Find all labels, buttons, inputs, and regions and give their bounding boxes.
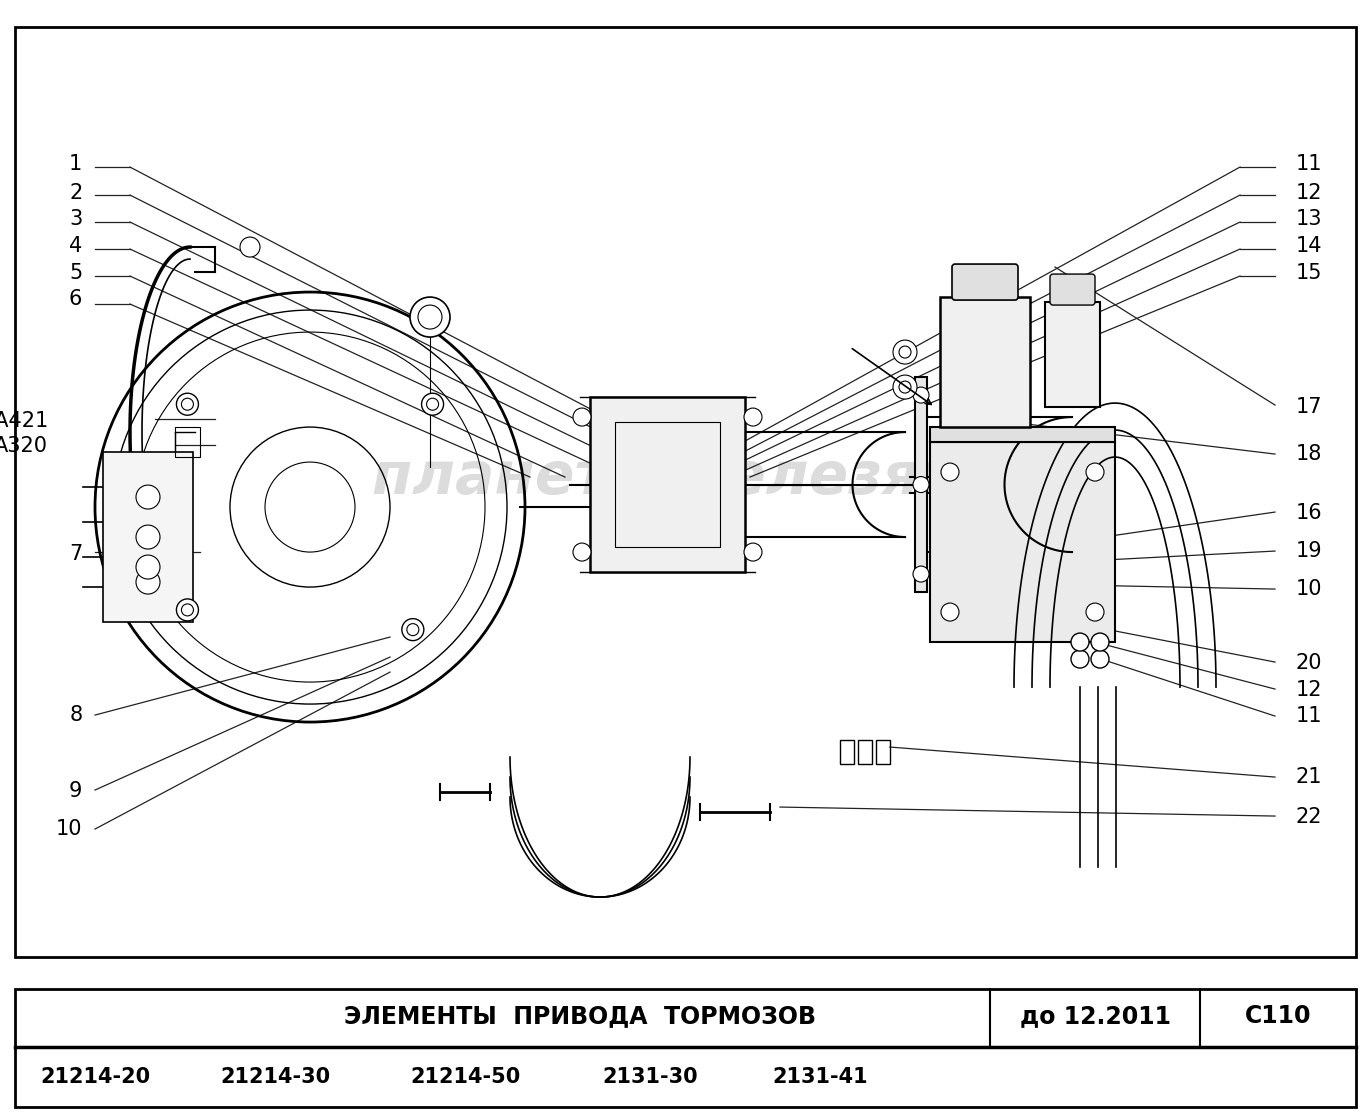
Bar [858,741,872,764]
Text: 14: 14 [1296,236,1322,256]
Text: 15: 15 [1296,262,1322,282]
Bar [590,397,744,572]
Bar [876,741,890,764]
Text: 21214-30: 21214-30 [219,1068,330,1088]
Text: 20: 20 [1296,653,1322,673]
Text: 1: 1 [69,155,82,175]
Circle shape [1086,463,1104,481]
Text: 10: 10 [56,820,82,840]
Circle shape [421,394,444,415]
Text: 13: 13 [1296,209,1322,229]
Text: 2131-30: 2131-30 [602,1068,698,1088]
Text: до 12.2011: до 12.2011 [1020,1004,1171,1029]
FancyBboxPatch shape [951,264,1019,300]
Circle shape [941,603,958,622]
Bar [840,741,854,764]
Text: 11: 11 [1296,706,1322,726]
Circle shape [136,525,160,549]
Bar [930,443,1115,642]
Text: 5: 5 [69,262,82,282]
Circle shape [893,375,917,399]
Text: 6: 6 [69,289,82,309]
Circle shape [136,570,160,594]
Text: 21: 21 [1296,767,1322,787]
Text: 2: 2 [69,182,82,202]
Circle shape [1091,651,1109,668]
Circle shape [744,543,762,562]
Text: 19: 19 [1296,540,1322,560]
Circle shape [1091,633,1109,651]
Circle shape [1071,633,1089,651]
Text: ЭЛЕМЕНТЫ  ПРИВОДА  ТОРМОЗОВ: ЭЛЕМЕНТЫ ПРИВОДА ТОРМОЗОВ [344,1004,816,1029]
Text: 21214-50: 21214-50 [410,1068,520,1088]
Circle shape [744,408,762,426]
Bar [941,297,1030,427]
Text: 18: 18 [1296,444,1322,464]
Bar [914,377,927,592]
Circle shape [573,408,591,426]
Circle shape [177,599,199,620]
Text: 21214-20: 21214-20 [40,1068,149,1088]
Circle shape [1071,651,1089,668]
Text: A320: A320 [0,436,48,456]
Circle shape [410,297,450,337]
Bar [175,427,200,457]
Text: планета железяка: планета железяка [372,448,998,506]
Circle shape [941,463,958,481]
Circle shape [913,477,930,493]
Text: 22: 22 [1296,807,1322,827]
Circle shape [913,566,930,582]
Circle shape [893,340,917,364]
Bar [930,427,1115,443]
Text: 3: 3 [69,209,82,229]
Text: 12: 12 [1296,679,1322,699]
Text: 10: 10 [1296,579,1322,599]
Circle shape [136,485,160,509]
Circle shape [402,618,424,641]
Circle shape [573,543,591,562]
Text: 17: 17 [1296,397,1322,417]
Circle shape [1086,603,1104,622]
Text: 9: 9 [69,782,82,802]
Text: 2131-41: 2131-41 [772,1068,868,1088]
FancyBboxPatch shape [1050,274,1095,305]
Text: A420, A421: A420, A421 [0,410,48,430]
Circle shape [913,387,930,403]
Text: 7: 7 [69,544,82,564]
Circle shape [177,394,199,415]
Text: 12: 12 [1296,182,1322,202]
Circle shape [240,237,260,257]
Text: 4: 4 [69,236,82,256]
Bar [1045,302,1100,407]
Text: 11: 11 [1296,155,1322,175]
Text: 16: 16 [1296,503,1322,523]
Circle shape [136,555,160,579]
Bar [103,453,193,622]
Bar [616,423,720,547]
Text: С110: С110 [1245,1004,1311,1029]
Text: 8: 8 [69,705,82,725]
